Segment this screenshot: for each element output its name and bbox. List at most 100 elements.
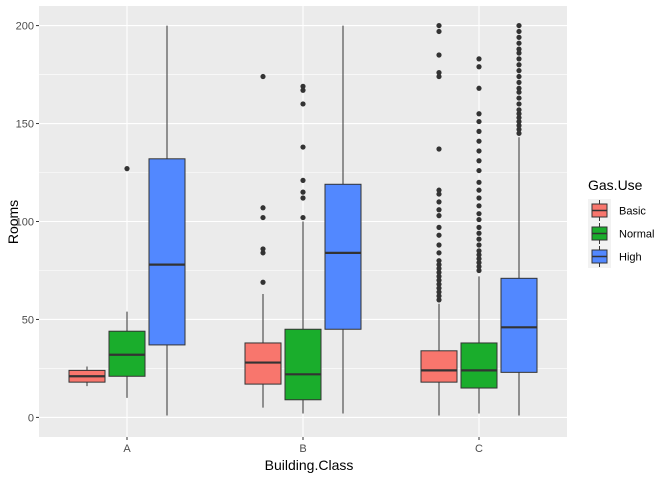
outlier-point bbox=[260, 214, 266, 221]
outlier-point bbox=[516, 79, 522, 86]
outlier-point bbox=[516, 40, 522, 46]
box-body bbox=[460, 342, 498, 389]
outlier-point bbox=[436, 277, 442, 283]
legend: Gas.Use Basic Normal High bbox=[588, 177, 654, 268]
outlier-point bbox=[476, 128, 482, 134]
outlier-point bbox=[476, 263, 482, 270]
y-tick-label: 0 bbox=[28, 412, 34, 424]
outlier-point bbox=[436, 199, 442, 205]
outlier-point bbox=[516, 56, 522, 62]
outlier-point bbox=[436, 70, 442, 76]
outlier-point bbox=[516, 50, 522, 56]
outlier-point bbox=[436, 258, 442, 264]
outlier-point bbox=[436, 293, 442, 299]
outlier-point bbox=[436, 281, 442, 287]
x-axis-ticks: A B C bbox=[123, 437, 483, 455]
outlier-point bbox=[300, 189, 306, 195]
legend-item-high: High bbox=[588, 245, 642, 268]
outlier-point bbox=[476, 203, 482, 209]
outlier-point bbox=[476, 260, 482, 266]
outlier-point bbox=[476, 211, 482, 217]
outlier-point bbox=[436, 289, 442, 295]
y-tick-label: 50 bbox=[22, 314, 34, 326]
y-tick-label: 150 bbox=[16, 119, 34, 131]
boxes bbox=[68, 22, 538, 416]
outlier-point bbox=[436, 285, 442, 291]
box-basic-B bbox=[244, 73, 282, 408]
box-high-B bbox=[324, 25, 362, 414]
outlier-point bbox=[436, 269, 442, 276]
outlier-point bbox=[436, 262, 442, 268]
legend-title: Gas.Use bbox=[588, 177, 643, 193]
outlier-point bbox=[516, 115, 522, 121]
outlier-point bbox=[260, 205, 266, 211]
outlier-point bbox=[436, 73, 442, 80]
outlier-point bbox=[476, 195, 482, 201]
outlier-point bbox=[260, 246, 266, 252]
outlier-point bbox=[516, 85, 522, 91]
outlier-point bbox=[476, 167, 482, 174]
legend-item-basic: Basic bbox=[588, 199, 646, 222]
outlier-point bbox=[436, 187, 442, 193]
legend-label: Normal bbox=[619, 229, 654, 241]
outlier-point bbox=[436, 207, 442, 213]
legend-label: High bbox=[619, 252, 642, 264]
x-tick-label: B bbox=[299, 443, 306, 455]
box-body bbox=[500, 277, 538, 373]
outlier-point bbox=[516, 46, 522, 52]
outlier-point bbox=[260, 73, 266, 80]
outlier-point bbox=[300, 101, 306, 107]
box-normal-A bbox=[108, 166, 146, 398]
outlier-point bbox=[436, 273, 442, 279]
box-body bbox=[148, 158, 186, 346]
outlier-point bbox=[300, 144, 306, 150]
outlier-point bbox=[436, 250, 442, 256]
outlier-point bbox=[476, 179, 482, 185]
outlier-point bbox=[476, 118, 482, 125]
outlier-point bbox=[516, 89, 522, 95]
outlier-point bbox=[436, 213, 442, 219]
legend-item-normal: Normal bbox=[588, 222, 654, 245]
x-tick-label: C bbox=[475, 443, 483, 455]
outlier-point bbox=[476, 236, 482, 242]
outlier-point bbox=[476, 85, 482, 91]
outlier-point bbox=[516, 28, 522, 35]
box-normal-B bbox=[284, 83, 322, 414]
outlier-point bbox=[476, 56, 482, 62]
outlier-point bbox=[476, 187, 482, 193]
outlier-point bbox=[436, 146, 442, 152]
y-axis-title: Rooms bbox=[5, 200, 21, 244]
outlier-point bbox=[300, 83, 306, 89]
outlier-point bbox=[476, 267, 482, 274]
outlier-point bbox=[476, 256, 482, 262]
outlier-point bbox=[260, 279, 266, 285]
outlier-point bbox=[516, 95, 522, 101]
box-high-A bbox=[148, 25, 186, 416]
outlier-point bbox=[436, 52, 442, 58]
outlier-point bbox=[516, 68, 522, 74]
outlier-point bbox=[516, 126, 522, 133]
outlier-point bbox=[436, 22, 442, 29]
y-tick-label: 100 bbox=[16, 217, 34, 229]
y-tick-label: 200 bbox=[16, 21, 34, 33]
outlier-point bbox=[260, 250, 266, 256]
outlier-point bbox=[300, 177, 306, 183]
outlier-point bbox=[516, 118, 522, 125]
outlier-point bbox=[476, 158, 482, 164]
outlier-point bbox=[476, 111, 482, 117]
outlier-point bbox=[124, 166, 130, 172]
outlier-point bbox=[436, 242, 442, 248]
outlier-point bbox=[516, 130, 522, 136]
outlier-point bbox=[476, 248, 482, 254]
box-basic-C bbox=[420, 22, 458, 416]
outlier-point bbox=[516, 101, 522, 107]
outlier-point bbox=[436, 224, 442, 230]
box-body bbox=[324, 183, 362, 330]
outlier-point bbox=[436, 265, 442, 272]
outlier-point bbox=[476, 224, 482, 230]
outlier-point bbox=[476, 216, 482, 223]
box-body bbox=[284, 328, 322, 401]
box-normal-C bbox=[460, 56, 498, 414]
